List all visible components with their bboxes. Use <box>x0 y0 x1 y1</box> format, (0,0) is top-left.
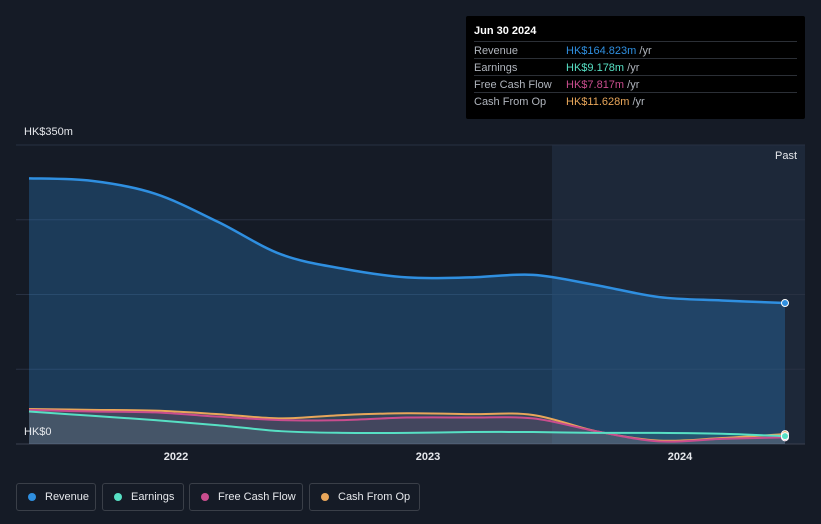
series-endpoints <box>781 299 789 442</box>
tooltip: Jun 30 2024 Revenue HK$164.823m /yr Earn… <box>466 16 805 119</box>
revenue-dot-icon <box>28 493 36 501</box>
legend-item-revenue[interactable]: Revenue <box>16 483 96 511</box>
endpoint-earnings <box>781 432 789 441</box>
x-tick-2024: 2024 <box>667 451 693 463</box>
tooltip-value: HK$164.823m /yr <box>566 45 652 57</box>
line-free-cash-flow <box>28 408 786 443</box>
series-areas <box>29 178 785 444</box>
legend-label: Revenue <box>45 491 90 503</box>
x-tick-2023: 2023 <box>415 451 441 463</box>
line-earnings <box>28 410 786 438</box>
area-cash-from-op <box>29 408 785 444</box>
y-axis-top-label: HK$350m <box>24 126 73 138</box>
tooltip-date: Jun 30 2024 <box>474 25 537 37</box>
legend-item-free-cash-flow[interactable]: Free Cash Flow <box>189 483 303 511</box>
tooltip-label: Cash From Op <box>474 96 547 108</box>
tooltip-value: HK$11.628m /yr <box>566 96 645 108</box>
legend-item-earnings[interactable]: Earnings <box>102 483 184 511</box>
free-cash-flow-dot-icon <box>201 493 209 501</box>
grid-lines <box>16 144 805 445</box>
tooltip-value: HK$7.817m /yr <box>566 79 640 91</box>
tooltip-value: HK$9.178m /yr <box>566 62 640 74</box>
tooltip-label: Earnings <box>474 62 518 74</box>
area-earnings <box>29 411 785 444</box>
earnings-dot-icon <box>114 493 122 501</box>
legend-label: Earnings <box>131 491 175 503</box>
series-lines <box>28 177 786 443</box>
tooltip-label: Free Cash Flow <box>474 79 552 91</box>
legend-item-cash-from-op[interactable]: Cash From Op <box>309 483 420 511</box>
tooltip-label: Revenue <box>474 45 519 57</box>
x-tick-2022: 2022 <box>163 451 189 463</box>
legend-label: Free Cash Flow <box>218 491 296 503</box>
tooltip-row-revenue: Revenue HK$164.823m /yr <box>474 41 797 59</box>
tooltip-row-free-cash-flow: Free Cash Flow HK$7.817m /yr <box>474 75 797 93</box>
legend-label: Cash From Op <box>338 491 411 503</box>
endpoint-revenue <box>781 299 789 308</box>
cash-from-op-dot-icon <box>321 493 329 501</box>
area-revenue <box>29 178 785 444</box>
y-axis-bottom-label: HK$0 <box>24 426 52 438</box>
tooltip-row-cash-from-op: Cash From Op HK$11.628m /yr <box>474 92 797 110</box>
tooltip-row-earnings: Earnings HK$9.178m /yr <box>474 58 797 76</box>
area-free-cash-flow <box>29 409 785 444</box>
past-label: Past <box>774 150 797 162</box>
line-revenue <box>28 177 786 305</box>
